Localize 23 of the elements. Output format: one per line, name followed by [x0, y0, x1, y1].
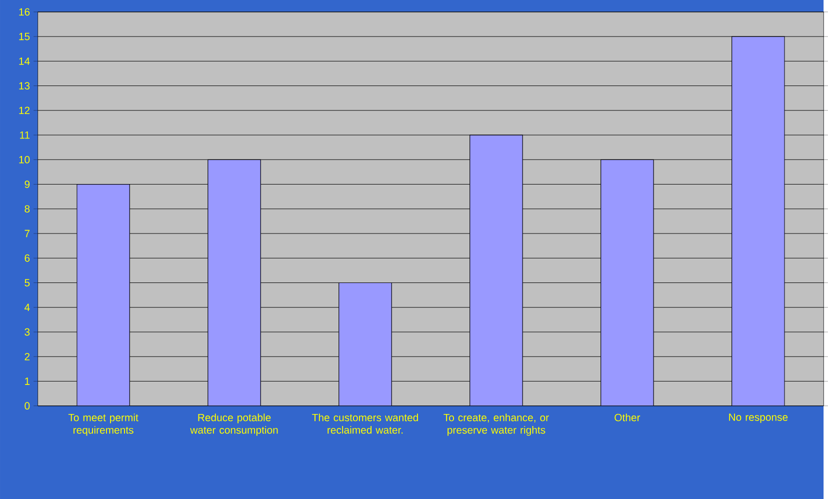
y-tick-label: 15 — [19, 32, 30, 40]
y-tick-label: 8 — [24, 205, 30, 212]
x-tick-label: The customers wanted reclaimed water. — [312, 413, 418, 434]
x-tick-label: Reduce potable water consumption — [190, 413, 278, 436]
y-tick-label: 16 — [19, 8, 30, 16]
x-tick-label: To meet permit requirements — [68, 413, 138, 436]
y-tick-label: 7 — [24, 230, 30, 237]
x-tick-label: To create, enhance, or preserve water rights — [444, 413, 549, 436]
y-tick-label: 11 — [20, 131, 30, 138]
y-tick-label: 14 — [19, 57, 30, 65]
y-tick-label: 2 — [24, 352, 30, 360]
y-tick-label: 1 — [25, 377, 30, 385]
y-tick-label: 5 — [24, 278, 30, 286]
y-tick-label: 10 — [19, 156, 30, 164]
x-tick-label: No response — [729, 413, 788, 423]
y-tick-label: 4 — [24, 304, 30, 311]
y-tick-label: 13 — [19, 82, 30, 90]
x-tick-label: Other — [614, 413, 640, 422]
y-tick-label: 12 — [19, 106, 30, 114]
y-tick-label: 3 — [24, 328, 30, 336]
y-tick-label: 9 — [24, 180, 30, 188]
y-tick-label: 6 — [24, 254, 30, 262]
y-tick-label: 0 — [24, 402, 30, 410]
